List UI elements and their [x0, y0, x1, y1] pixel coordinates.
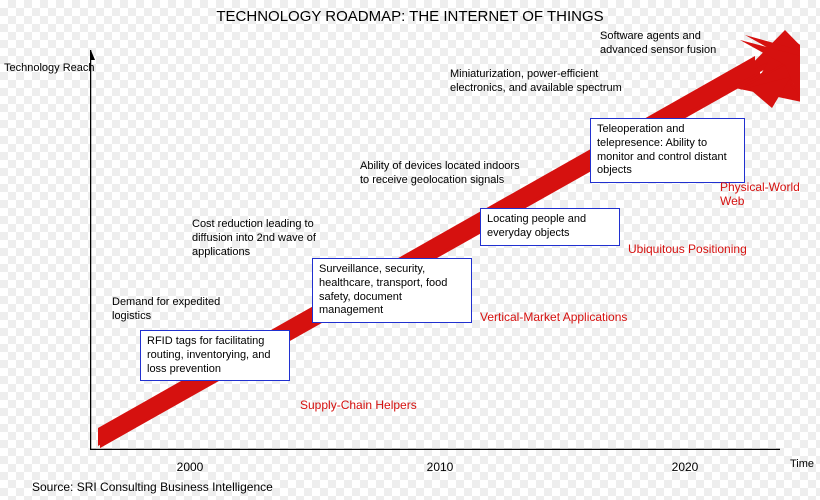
phase-supply-chain: Supply-Chain Helpers: [300, 398, 417, 412]
phase-ubiquitous: Ubiquitous Positioning: [628, 242, 747, 256]
box-locating: Locating people and everyday objects: [480, 208, 620, 246]
xtick-2020: 2020: [665, 460, 705, 474]
source-text: Source: SRI Consulting Business Intellig…: [32, 480, 273, 494]
xtick-2000: 2000: [170, 460, 210, 474]
xtick-2010: 2010: [420, 460, 460, 474]
x-axis-label: Time: [790, 458, 814, 470]
phase-physical-world: Physical-World Web: [720, 180, 810, 209]
phase-vertical-market: Vertical-Market Applications: [480, 310, 627, 324]
chart-title: TECHNOLOGY ROADMAP: THE INTERNET OF THIN…: [0, 8, 820, 25]
box-rfid: RFID tags for facilitating routing, inve…: [140, 330, 290, 381]
y-axis-label: Technology Reach: [4, 62, 95, 74]
box-teleoperation: Teleoperation and telepresence: Ability …: [590, 118, 745, 183]
box-surveillance: Surveillance, security, healthcare, tran…: [312, 258, 472, 323]
